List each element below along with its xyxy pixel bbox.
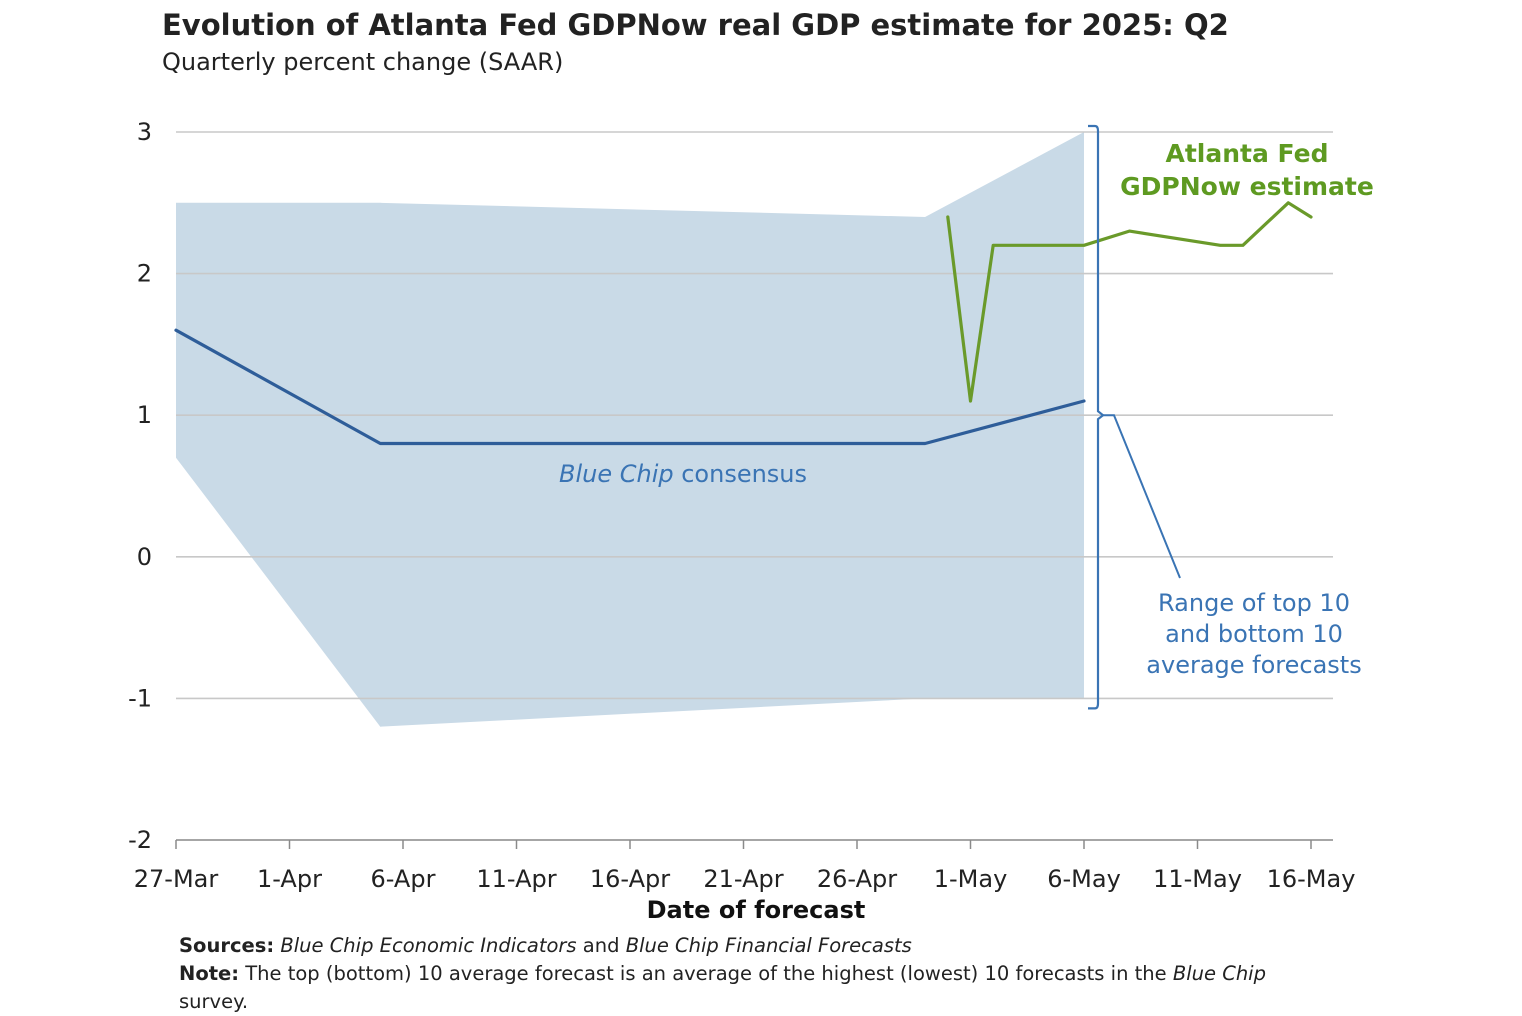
y-tick-label: 2 <box>137 260 152 288</box>
note-italic: Blue Chip <box>1172 962 1266 985</box>
range-band-layer <box>176 132 1084 727</box>
note-line: Note: The top (bottom) 10 average foreca… <box>179 960 1329 1016</box>
source-2: Blue Chip Financial Forecasts <box>625 934 912 957</box>
chart-subtitle: Quarterly percent change (SAAR) <box>162 48 563 76</box>
gridlines <box>176 131 1333 841</box>
x-axis-label: Date of forecast <box>647 896 866 924</box>
range-leader-line <box>1103 414 1181 579</box>
gdpnow-label: GDPNow estimate <box>1120 172 1374 201</box>
note-text: The top (bottom) 10 average forecast is … <box>239 962 1173 985</box>
series-lines <box>174 201 1313 446</box>
note-label: Note: <box>179 962 240 985</box>
x-tick-label: 16-Apr <box>590 865 670 893</box>
gdpnow-estimate-line <box>946 201 1313 403</box>
x-tick-label: 1-Apr <box>257 865 322 893</box>
x-tick-label: 11-May <box>1153 865 1242 893</box>
range-bracket <box>1088 124 1105 710</box>
sources-and: and <box>576 934 626 957</box>
x-tick-label: 6-Apr <box>371 865 436 893</box>
sources-label: Sources: <box>179 934 275 957</box>
x-tick-label: 16-May <box>1267 865 1356 893</box>
consensus-label-italic: Blue Chip <box>559 460 674 488</box>
x-tick-label: 21-Apr <box>703 865 783 893</box>
range-label: average forecasts <box>1146 651 1361 679</box>
y-tick-label: -2 <box>128 826 152 854</box>
x-axis: 27-Mar 1-Apr 6-Apr 11-Apr 16-Apr 21-Apr 26-Apr… <box>134 840 1356 893</box>
range-label: and bottom 10 <box>1165 620 1343 648</box>
y-tick-label: 1 <box>137 401 152 429</box>
y-axis: 3 2 1 0 -1 -2 <box>128 118 152 854</box>
x-tick-label: 11-Apr <box>476 865 556 893</box>
x-tick-label: 27-Mar <box>134 865 219 893</box>
x-tick-label: 26-Apr <box>817 865 897 893</box>
x-tick-label: 6-May <box>1047 865 1121 893</box>
chart-title: Evolution of Atlanta Fed GDPNow real GDP… <box>162 8 1229 42</box>
sources-line: Sources: Blue Chip Economic Indicators a… <box>179 932 1329 960</box>
gdpnow-label: Atlanta Fed <box>1166 139 1329 168</box>
consensus-label: Blue Chip consensus <box>559 460 807 488</box>
note-end: survey. <box>179 990 249 1013</box>
x-tick-label: 1-May <box>934 865 1008 893</box>
consensus-label-rest: consensus <box>674 460 807 488</box>
range-band <box>176 132 1084 727</box>
range-label: Range of top 10 <box>1158 589 1350 617</box>
blue-chip-consensus-line <box>174 328 1086 446</box>
y-tick-label: 3 <box>137 118 152 146</box>
y-tick-label: 0 <box>137 543 152 571</box>
chart-footer: Sources: Blue Chip Economic Indicators a… <box>179 932 1329 1016</box>
y-tick-label: -1 <box>128 684 152 712</box>
source-1: Blue Chip Economic Indicators <box>280 934 577 957</box>
annotations: Atlanta Fed GDPNow estimate Blue Chip cons… <box>559 124 1374 710</box>
